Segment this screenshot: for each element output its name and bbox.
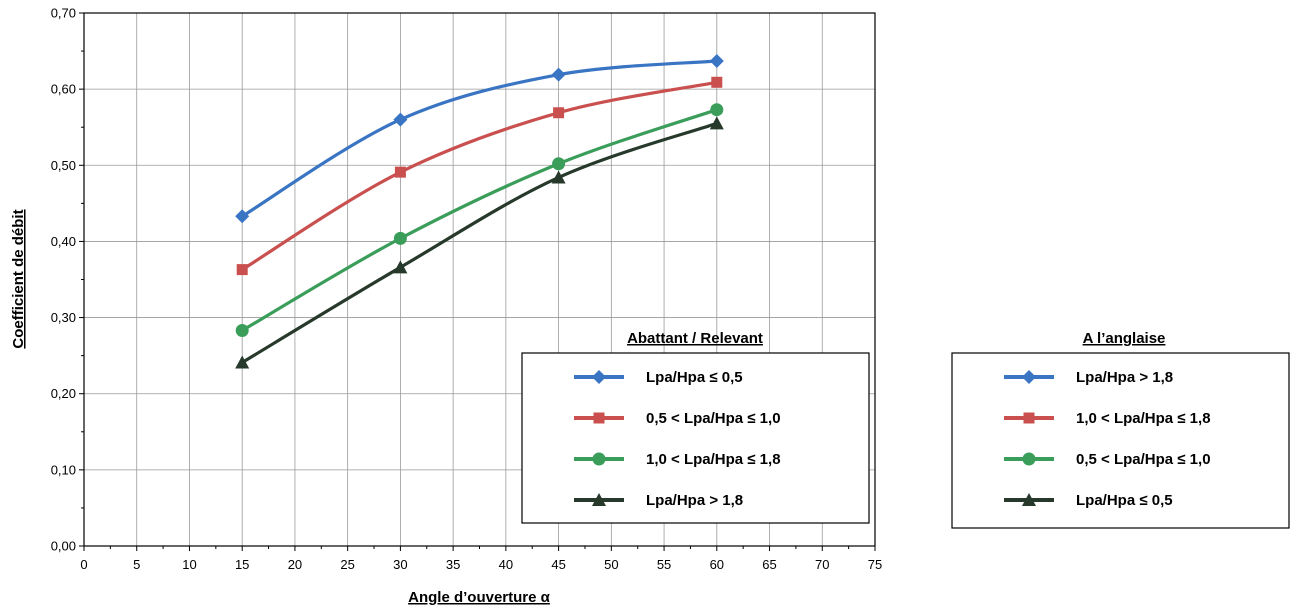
data-point (711, 76, 723, 88)
y-tick-label: 0,70 (51, 6, 76, 21)
x-tick-label: 50 (604, 557, 618, 572)
x-tick-label: 10 (182, 557, 196, 572)
x-tick-label: 5 (133, 557, 140, 572)
y-tick-label: 0,50 (51, 158, 76, 173)
data-point (236, 264, 248, 276)
data-point (551, 170, 566, 184)
legend-swatch-marker (1023, 412, 1035, 424)
data-point (551, 67, 566, 82)
legend-entry-label: Lpa/Hpa > 1,8 (646, 492, 743, 509)
series-4 (235, 116, 724, 369)
y-tick-label: 0,00 (51, 539, 76, 554)
x-tick-label: 25 (340, 557, 354, 572)
series-layer (235, 53, 724, 369)
legend-swatch-marker (1022, 370, 1036, 384)
series-line (241, 59, 717, 218)
x-tick-label: 0 (80, 557, 87, 572)
series-line (241, 108, 718, 332)
series-line (241, 121, 718, 364)
data-point (394, 166, 406, 178)
x-tick-label: 60 (710, 557, 724, 572)
y-tick-label: 0,60 (51, 82, 76, 97)
data-point (709, 53, 724, 68)
y-tick-label: 0,10 (51, 462, 76, 477)
series-3 (235, 103, 724, 338)
x-tick-label: 70 (815, 557, 829, 572)
data-point (235, 209, 250, 224)
series-2 (236, 76, 723, 276)
legend-swatch-marker (592, 493, 606, 506)
x-tick-label: 40 (499, 557, 513, 572)
legend-abattant-relevant: Abattant / Relevant Lpa/Hpa ≤ 0,5 0,5 < Lp… (521, 330, 870, 524)
x-axis-title: Angle d’ouverture α (408, 589, 551, 606)
y-tick-label: 0,20 (51, 386, 76, 401)
legend-entry-label: Lpa/Hpa ≤ 0,5 (1076, 492, 1173, 509)
legend-swatch-marker (1022, 493, 1036, 506)
data-point (710, 103, 724, 117)
legend-swatch-marker (593, 412, 605, 424)
y-tick-label: 0,40 (51, 234, 76, 249)
series-line (241, 80, 718, 271)
legend-swatch-marker (1022, 452, 1036, 466)
data-point (552, 157, 566, 171)
legend-box (521, 352, 870, 524)
y-tick-label: 0,30 (51, 310, 76, 325)
data-point (235, 324, 249, 338)
x-tick-label: 35 (446, 557, 460, 572)
legend-swatch-marker (592, 452, 606, 466)
legend-title: A l’anglaise (1083, 330, 1166, 347)
legend-entry-label: 1,0 < Lpa/Hpa ≤ 1,8 (1076, 410, 1211, 427)
legend-a-l-anglaise: A l’anglaise Lpa/Hpa > 1,8 1,0 < Lpa/Hpa ≤… (951, 330, 1290, 529)
y-axis-title: Coefficient de débit (10, 209, 27, 348)
x-tick-label: 75 (868, 557, 882, 572)
series-1 (235, 53, 724, 224)
x-tick-label: 15 (235, 557, 249, 572)
legend-entry-label: 1,0 < Lpa/Hpa ≤ 1,8 (646, 451, 781, 468)
legend-title: Abattant / Relevant (627, 330, 763, 347)
data-point (553, 107, 565, 119)
data-point (393, 260, 408, 274)
x-tick-label: 30 (393, 557, 407, 572)
data-point (393, 231, 407, 245)
data-point (235, 355, 250, 369)
x-tick-label: 65 (762, 557, 776, 572)
x-tick-label: 55 (657, 557, 671, 572)
legend-entry-label: Lpa/Hpa > 1,8 (1076, 369, 1173, 386)
x-axis: 0 5 10 15 20 25 30 35 40 45 50 55 60 65 70 75 (80, 546, 882, 572)
x-tick-label: 45 (551, 557, 565, 572)
legend-entry-label: Lpa/Hpa ≤ 0,5 (646, 369, 743, 386)
legend-entry-label: 0,5 < Lpa/Hpa ≤ 1,0 (1076, 451, 1211, 468)
data-point (709, 116, 724, 130)
legend-swatch-marker (592, 370, 606, 384)
y-axis: 0,00 0,10 0,20 0,30 0,40 0,50 0,60 0,70 (51, 6, 84, 554)
data-point (393, 112, 408, 127)
x-tick-label: 20 (288, 557, 302, 572)
legend-entry-label: 0,5 < Lpa/Hpa ≤ 1,0 (646, 410, 781, 427)
